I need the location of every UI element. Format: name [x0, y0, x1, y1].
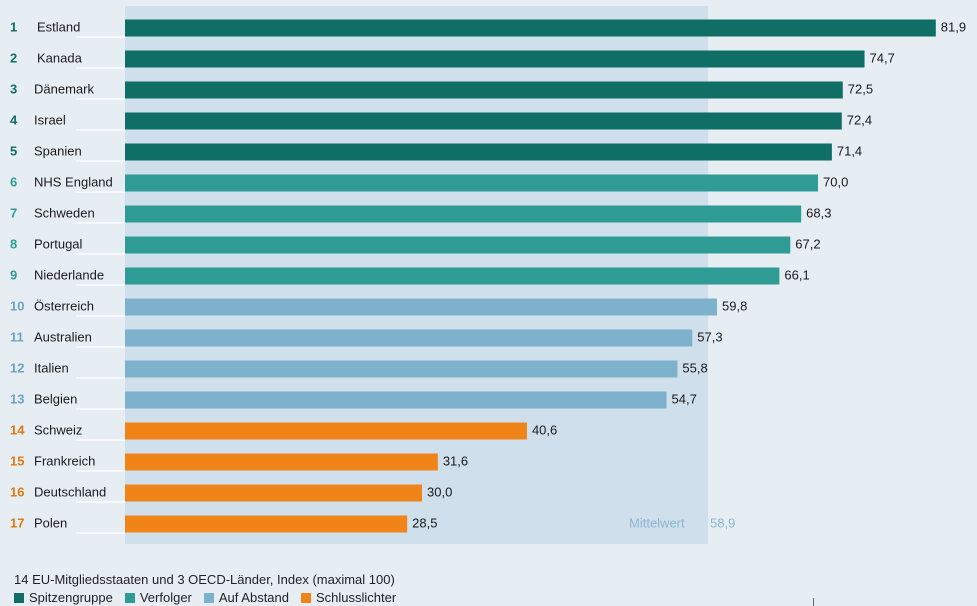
footer-note: 14 EU-Mitgliedsstaaten und 3 OECD-Länder…	[14, 572, 395, 587]
legend-item: Auf Abstand	[203, 590, 290, 605]
rank-label: 6	[10, 174, 17, 189]
country-label: Polen	[34, 515, 67, 530]
bar	[125, 236, 791, 254]
bar	[125, 50, 865, 68]
value-label: 72,5	[848, 81, 873, 96]
value-label: 72,4	[847, 112, 872, 127]
value-label: 54,7	[672, 391, 697, 406]
bar	[125, 453, 438, 471]
rank-label: 2	[10, 50, 17, 65]
rank-label: 1	[10, 19, 17, 34]
value-label: 68,3	[806, 205, 831, 220]
bar	[125, 329, 693, 347]
country-label: Dänemark	[34, 81, 94, 96]
value-label: 70,0	[823, 174, 848, 189]
bar	[125, 484, 422, 502]
mean-label: Mittelwert	[629, 515, 685, 530]
rank-label: 8	[10, 236, 17, 251]
country-label: Australien	[34, 329, 92, 344]
bar	[125, 205, 802, 223]
legend-label: Spitzengruppe	[29, 590, 113, 605]
rank-label: 7	[10, 205, 17, 220]
rank-label: 14	[10, 422, 25, 437]
mean-value: 58,9	[710, 515, 735, 530]
country-label: Deutschland	[34, 484, 106, 499]
legend-item: Schlusslichter	[301, 590, 396, 605]
rank-label: 12	[10, 360, 24, 375]
rank-label: 4	[10, 112, 18, 127]
bar	[125, 81, 843, 99]
country-label: Estland	[37, 19, 80, 34]
bar	[125, 19, 936, 37]
bar	[125, 422, 527, 440]
country-label: Österreich	[34, 298, 94, 313]
country-label: Frankreich	[34, 453, 95, 468]
legend-label: Auf Abstand	[218, 590, 290, 605]
bar	[125, 298, 718, 316]
bar	[125, 174, 818, 192]
value-label: 59,8	[722, 298, 747, 313]
rank-label: 10	[10, 298, 24, 313]
bar	[125, 112, 842, 130]
bar	[125, 143, 832, 161]
legend-swatch	[203, 592, 214, 603]
rank-label: 17	[10, 515, 24, 530]
value-label: 74,7	[870, 50, 895, 65]
legend: Spitzengruppe Verfolger Auf Abstand Schluss…	[14, 590, 396, 605]
rank-label: 5	[10, 143, 17, 158]
country-label: Spanien	[34, 143, 82, 158]
rank-label: 3	[10, 81, 17, 96]
rank-label: 9	[10, 267, 17, 282]
value-label: 40,6	[532, 422, 557, 437]
country-label: Kanada	[37, 50, 83, 65]
value-label: 55,8	[682, 360, 707, 375]
bottom-mark	[813, 598, 814, 606]
value-label: 81,9	[941, 19, 966, 34]
country-label: Schweden	[34, 205, 95, 220]
bar	[125, 360, 678, 378]
value-label: 31,6	[443, 453, 468, 468]
legend-item: Verfolger	[124, 590, 192, 605]
value-label: 28,5	[412, 515, 437, 530]
bar	[125, 267, 780, 285]
bar	[125, 515, 408, 533]
legend-label: Verfolger	[139, 590, 192, 605]
value-label: 71,4	[837, 143, 862, 158]
rank-label: 15	[10, 453, 24, 468]
value-label: 67,2	[795, 236, 820, 251]
rank-label: 16	[10, 484, 24, 499]
country-label: NHS England	[34, 174, 113, 189]
legend-label: Schlusslichter	[316, 590, 397, 605]
value-label: 57,3	[697, 329, 722, 344]
country-label: Portugal	[34, 236, 83, 251]
legend-swatch	[14, 592, 24, 603]
bar-chart: Mittelwert 58,9 1 Estland 81,9 2 Kanada 74,7 3…	[10, 6, 966, 544]
rank-label: 13	[10, 391, 24, 406]
country-label: Italien	[34, 360, 69, 375]
legend-swatch	[301, 592, 312, 603]
country-label: Israel	[34, 112, 66, 127]
rank-label: 11	[10, 329, 24, 344]
country-label: Belgien	[34, 391, 77, 406]
country-label: Niederlande	[34, 267, 104, 282]
value-label: 66,1	[784, 267, 809, 282]
legend-swatch	[124, 592, 135, 603]
value-label: 30,0	[427, 484, 452, 499]
legend-item: Spitzengruppe	[14, 590, 113, 605]
bar	[125, 391, 667, 409]
country-label: Schweiz	[34, 422, 82, 437]
